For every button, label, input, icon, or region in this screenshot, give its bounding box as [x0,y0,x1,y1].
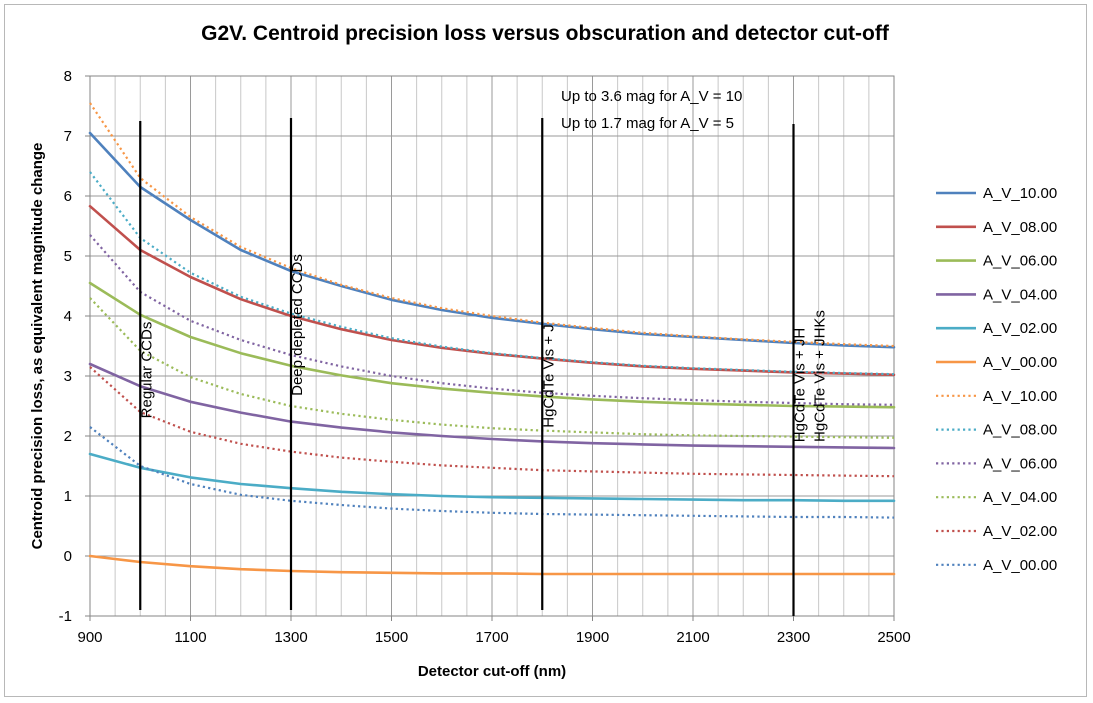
series-line-solid-a-v-00-00 [88,554,896,576]
legend-entry-label: A_V_10.00 [983,185,1057,202]
legend-entry-label: A_V_08.00 [983,422,1057,439]
marker-label: HgCdTe Vis + J [540,324,557,428]
x-axis-label: Detector cut-off (nm) [418,663,566,680]
vertical-markers: Regular CCDs Deep depleted CCDs HgCdTe Vis… [138,118,829,616]
y-tick-label: 3 [64,368,72,385]
legend-entry-label: A_V_06.00 [983,253,1057,270]
x-tick-label: 1300 [274,629,307,646]
x-tick-label: 1900 [576,629,609,646]
x-tick-label: 2100 [676,629,709,646]
series-line-solid-a-v-06-00 [88,281,896,409]
y-axis-label: Centroid precision loss, as equivalent m… [29,143,46,550]
marker-label: HgCdTe Vis + JHKs [812,310,829,442]
x-tick-label: 2300 [777,629,810,646]
legend-entry-label: A_V_00.00 [983,354,1057,371]
series-line-solid-a-v-10-00 [88,131,896,349]
series-line-dotted-a-v-06-00 [89,234,895,406]
y-tick-label: 5 [64,248,72,265]
series-line-solid-a-v-02-00 [88,452,896,503]
legend-entry-label: A_V_04.00 [983,286,1057,303]
series-line-dotted-a-v-00-00 [89,426,895,519]
legend-entry-label: A_V_10.00 [983,388,1057,405]
chart-title: G2V. Centroid precision loss versus obsc… [201,22,890,45]
annotation-note-2: Up to 1.7 mag for A_V = 5 [561,115,734,132]
legend-entry-label: A_V_00.00 [983,557,1057,574]
annotation-note-1: Up to 3.6 mag for A_V = 10 [561,88,742,105]
x-tick-label: 900 [77,629,102,646]
legend-entry-label: A_V_08.00 [983,219,1057,236]
y-tick-label: 8 [64,68,72,85]
legend-entry-label: A_V_02.00 [983,320,1057,337]
x-axis-ticks: 900 1100 1300 1500 1700 1900 2100 2300 2500 [77,616,911,646]
marker-label: Deep depleted CCDs [289,254,306,396]
y-tick-label: 4 [64,308,72,325]
series-line-solid-a-v-08-00 [88,204,896,377]
y-tick-label: 7 [64,128,72,145]
y-tick-label: -1 [59,608,72,625]
series-group [88,102,896,576]
y-tick-label: 6 [64,188,72,205]
y-tick-label: 0 [64,548,72,565]
y-tick-label: 2 [64,428,72,445]
legend-entry-label: A_V_04.00 [983,489,1057,506]
marker-label: Regular CCDs [138,322,155,419]
legend-entry-label: A_V_06.00 [983,455,1057,472]
y-tick-label: 1 [64,488,72,505]
x-tick-label: 1100 [174,629,206,646]
grid-major [90,76,894,616]
marker-label: HgCdTe Vis + JH [792,328,809,442]
chart-frame [4,4,1087,697]
x-tick-label: 1500 [375,629,408,646]
legend-entry-label: A_V_02.00 [983,523,1057,540]
legend: A_V_10.00 A_V_08.00 A_V_06.00 A_V_04.00 A_V_… [936,185,1057,574]
series-line-solid-a-v-04-00 [88,362,896,450]
y-axis-ticks: -1 0 1 2 3 4 5 6 7 8 [59,68,90,625]
x-tick-label: 1700 [475,629,508,646]
x-tick-label: 2500 [877,629,910,646]
